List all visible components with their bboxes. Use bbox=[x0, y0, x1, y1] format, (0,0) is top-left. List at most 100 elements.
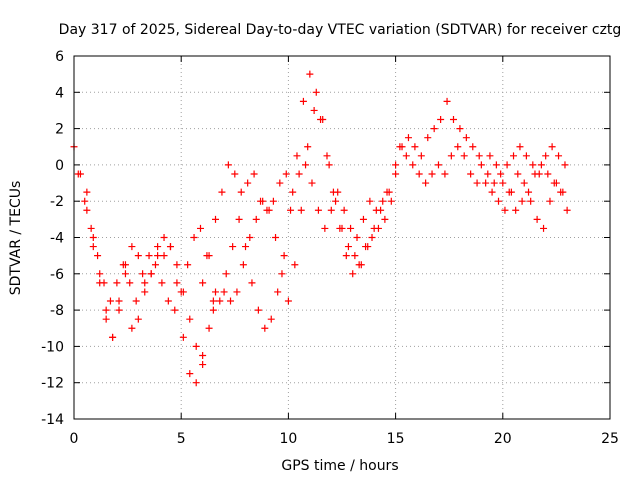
data-point bbox=[299, 97, 307, 105]
x-tick-label: 5 bbox=[177, 431, 186, 447]
data-point bbox=[434, 161, 442, 169]
data-point bbox=[422, 179, 430, 187]
data-point bbox=[542, 152, 550, 160]
data-point bbox=[278, 270, 286, 278]
data-point bbox=[317, 116, 325, 124]
data-point bbox=[475, 152, 483, 160]
data-point bbox=[252, 215, 260, 223]
data-point bbox=[563, 206, 571, 214]
data-point bbox=[550, 179, 558, 187]
data-point bbox=[134, 252, 142, 260]
data-point bbox=[430, 125, 438, 133]
data-point bbox=[227, 297, 235, 305]
data-point bbox=[166, 243, 174, 251]
data-point bbox=[516, 143, 524, 151]
data-point bbox=[164, 297, 172, 305]
data-point bbox=[557, 188, 565, 196]
data-point bbox=[231, 170, 239, 178]
data-point bbox=[522, 152, 530, 160]
data-point bbox=[154, 243, 162, 251]
data-point bbox=[488, 188, 496, 196]
data-point bbox=[205, 324, 213, 332]
data-point bbox=[259, 197, 267, 205]
data-point bbox=[209, 297, 217, 305]
data-point bbox=[308, 179, 316, 187]
data-point bbox=[145, 252, 153, 260]
data-point bbox=[261, 324, 269, 332]
data-point bbox=[355, 261, 363, 269]
data-point bbox=[424, 134, 432, 142]
grid-lines bbox=[74, 56, 610, 419]
y-axis-label: SDTVAR / TECUs bbox=[8, 181, 24, 296]
data-point bbox=[329, 188, 337, 196]
data-point bbox=[109, 333, 117, 341]
data-point bbox=[160, 252, 168, 260]
y-tick-label: -4 bbox=[50, 231, 64, 247]
data-point bbox=[246, 234, 254, 241]
data-point bbox=[115, 297, 123, 305]
data-point bbox=[160, 234, 168, 241]
data-point bbox=[537, 161, 545, 169]
series-track-g bbox=[392, 97, 483, 169]
data-point bbox=[510, 152, 518, 160]
data-point bbox=[490, 179, 498, 187]
data-point bbox=[482, 179, 490, 187]
data-point bbox=[272, 234, 280, 241]
data-point bbox=[151, 261, 159, 269]
data-point bbox=[284, 297, 292, 305]
data-point bbox=[96, 279, 104, 287]
data-point bbox=[287, 206, 295, 214]
data-point bbox=[87, 224, 95, 232]
data-point bbox=[220, 288, 228, 296]
x-tick-label: 20 bbox=[494, 431, 512, 447]
data-point bbox=[392, 161, 400, 169]
data-point bbox=[265, 206, 273, 214]
data-point bbox=[447, 152, 455, 160]
data-point bbox=[377, 206, 385, 214]
data-markers bbox=[70, 70, 571, 387]
data-point bbox=[302, 161, 310, 169]
data-point bbox=[527, 197, 535, 205]
data-point bbox=[366, 197, 374, 205]
data-point bbox=[368, 234, 376, 241]
data-point bbox=[89, 243, 97, 251]
data-point bbox=[484, 170, 492, 178]
data-point bbox=[456, 125, 464, 133]
x-tick-label: 10 bbox=[279, 431, 297, 447]
data-point bbox=[492, 161, 500, 169]
data-point bbox=[222, 270, 230, 278]
data-point bbox=[529, 161, 537, 169]
data-point bbox=[454, 143, 462, 151]
data-point bbox=[469, 143, 477, 151]
data-point bbox=[486, 152, 494, 160]
data-point bbox=[229, 243, 237, 251]
data-point bbox=[186, 370, 194, 378]
data-point bbox=[250, 170, 258, 178]
y-tick-label: 4 bbox=[55, 85, 64, 101]
series-track-f bbox=[220, 106, 395, 305]
data-point bbox=[269, 197, 277, 205]
data-point bbox=[192, 342, 200, 350]
data-point bbox=[374, 224, 382, 232]
plot-frame bbox=[73, 55, 611, 420]
data-point bbox=[540, 224, 548, 232]
data-point bbox=[351, 252, 359, 260]
data-point bbox=[289, 188, 297, 196]
x-axis-label: GPS time / hours bbox=[281, 458, 398, 474]
data-point bbox=[336, 224, 344, 232]
data-point bbox=[449, 116, 457, 124]
data-point bbox=[473, 179, 481, 187]
data-point bbox=[192, 379, 200, 387]
axis-ticks: 0 5 10 15 20 25 -14 -12 -10 -8 -6 -4 -2 0 2 4 6 bbox=[41, 49, 619, 447]
data-point bbox=[199, 279, 207, 287]
data-point bbox=[141, 288, 149, 296]
data-point bbox=[147, 270, 155, 278]
data-point bbox=[102, 306, 110, 314]
data-point bbox=[276, 179, 284, 187]
data-point bbox=[196, 224, 204, 232]
data-point bbox=[128, 324, 136, 332]
y-tick-label: -8 bbox=[50, 303, 64, 319]
data-point bbox=[362, 243, 370, 251]
data-point bbox=[115, 306, 123, 314]
series-track-b bbox=[74, 170, 217, 314]
